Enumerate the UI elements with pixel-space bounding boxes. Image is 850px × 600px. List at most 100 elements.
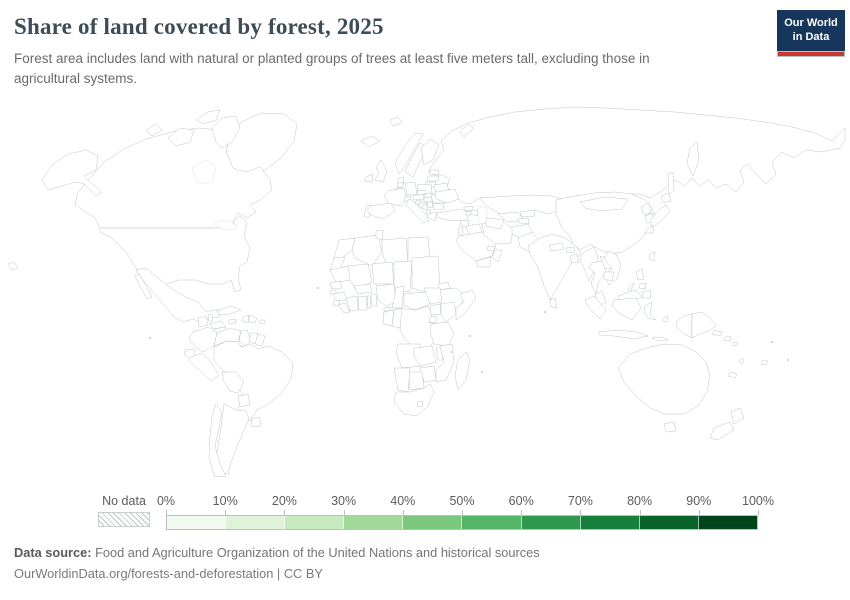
country-ukraine[interactable] [434, 188, 460, 204]
legend-bin-swatch[interactable] [344, 516, 404, 529]
country-equatorial-guinea[interactable] [383, 306, 392, 312]
country-nepal[interactable] [548, 242, 565, 252]
legend-bin-swatch[interactable] [285, 516, 345, 529]
country-togo[interactable] [366, 295, 372, 309]
country-russia-sakhalin[interactable] [667, 171, 675, 196]
country-indonesia-borneo[interactable] [611, 297, 642, 321]
country-uganda[interactable] [429, 303, 442, 316]
country-yemen[interactable] [475, 256, 492, 268]
legend-bin-swatch[interactable] [167, 516, 227, 529]
legend-bin-swatch[interactable] [639, 516, 699, 529]
country-zambia[interactable] [413, 345, 437, 367]
country-madagascar[interactable] [454, 351, 471, 391]
country-new-caledonia[interactable] [727, 371, 738, 379]
country-botswana[interactable] [407, 371, 425, 391]
country-lesotho[interactable] [416, 400, 424, 408]
country-finland[interactable] [420, 138, 440, 166]
country-papua-new-guinea[interactable] [691, 311, 717, 339]
country-niger[interactable] [371, 261, 395, 285]
legend-color-bar[interactable] [166, 515, 758, 530]
country-armenia[interactable] [465, 210, 472, 216]
country-sudan[interactable] [411, 255, 441, 293]
legend-bin-swatch[interactable] [226, 516, 286, 529]
country-japan-kyushu[interactable] [644, 225, 655, 234]
country-indonesia-moluccas[interactable] [661, 315, 669, 323]
country-turkmenistan[interactable] [485, 217, 505, 230]
country-honduras[interactable] [209, 320, 227, 330]
country-serbia[interactable] [426, 201, 434, 209]
country-greece[interactable] [427, 211, 438, 222]
country-kyrgyzstan[interactable] [519, 209, 536, 218]
country-myanmar[interactable] [579, 246, 599, 282]
country-chile[interactable] [208, 403, 227, 478]
country-germany[interactable] [404, 181, 418, 196]
country-latvia[interactable] [426, 175, 440, 182]
country-paraguay[interactable] [237, 393, 251, 408]
country-canada-victoria-island[interactable] [167, 127, 195, 147]
license-line[interactable]: OurWorldinData.org/forests-and-deforesta… [14, 565, 323, 581]
country-dr-congo[interactable] [395, 305, 437, 349]
country-norway[interactable] [394, 132, 424, 175]
country-hungary[interactable] [423, 196, 433, 203]
country-canada-arctic-island[interactable] [145, 123, 163, 137]
country-australia[interactable] [617, 343, 711, 415]
country-haiti[interactable] [242, 314, 250, 323]
legend-bin-swatch[interactable] [403, 516, 463, 529]
owid-logo[interactable]: Our World in Data [777, 10, 845, 57]
country-united-kingdom[interactable] [374, 159, 388, 183]
country-hawaii[interactable] [7, 261, 19, 271]
country-mozambique[interactable] [435, 343, 455, 383]
country-morocco[interactable] [333, 237, 356, 259]
country-italy[interactable] [405, 198, 430, 224]
country-guyana[interactable] [238, 329, 252, 347]
country-japan-honshu[interactable] [649, 204, 671, 228]
country-central-african-republic[interactable] [403, 291, 431, 311]
country-indonesia-lesser-sunda[interactable] [651, 336, 669, 342]
country-canada-ellesmere[interactable] [195, 109, 221, 125]
country-japan-hokkaido[interactable] [660, 192, 672, 204]
country-china[interactable] [555, 191, 656, 255]
country-south-sudan[interactable] [423, 287, 443, 305]
country-philippines-luzon[interactable] [635, 268, 645, 281]
country-mongolia[interactable] [579, 196, 629, 212]
country-burkina-faso[interactable] [353, 283, 373, 295]
country-bangladesh[interactable] [569, 253, 580, 264]
country-libya[interactable] [381, 237, 409, 265]
country-russia-novaya-zemlya[interactable] [459, 123, 475, 138]
country-tasmania[interactable] [663, 421, 677, 433]
country-canada[interactable] [74, 127, 273, 229]
country-indonesia-sumatra[interactable] [584, 295, 607, 320]
country-rwanda[interactable] [428, 315, 437, 324]
country-tajikistan[interactable] [517, 217, 530, 225]
country-sri-lanka[interactable] [549, 297, 558, 309]
country-colombia[interactable] [188, 326, 218, 353]
country-jordan[interactable] [457, 226, 464, 237]
country-spain[interactable] [366, 202, 396, 220]
country-tanzania[interactable] [429, 321, 455, 347]
country-indonesia-sulawesi[interactable] [643, 301, 657, 321]
country-belize[interactable] [207, 313, 214, 323]
country-azerbaijan[interactable] [470, 209, 479, 217]
country-bolivia[interactable] [221, 371, 245, 394]
country-russia-kamchatka[interactable] [686, 141, 700, 177]
country-fiji[interactable] [760, 359, 769, 366]
country-ireland[interactable] [363, 173, 374, 183]
country-guatemala[interactable] [197, 315, 209, 328]
legend-bin-swatch[interactable] [580, 516, 640, 529]
country-mexico-baja[interactable] [134, 273, 153, 300]
country-philippines-palawan[interactable] [627, 282, 635, 292]
country-benin[interactable] [370, 293, 378, 307]
country-canada-baffin[interactable] [211, 115, 241, 149]
country-india[interactable] [527, 233, 582, 301]
country-taiwan[interactable] [648, 251, 656, 262]
country-tunisia[interactable] [375, 229, 384, 241]
no-data-swatch[interactable] [98, 512, 150, 527]
country-new-zealand-south[interactable] [709, 421, 735, 441]
country-united-states[interactable] [99, 215, 251, 293]
country-solomon-islands[interactable] [723, 335, 732, 342]
country-namibia[interactable] [393, 367, 411, 393]
country-netherlands[interactable] [396, 181, 404, 188]
country-kenya[interactable] [440, 301, 457, 323]
country-nigeria[interactable] [375, 283, 397, 307]
legend-no-data[interactable]: No data [98, 494, 150, 527]
